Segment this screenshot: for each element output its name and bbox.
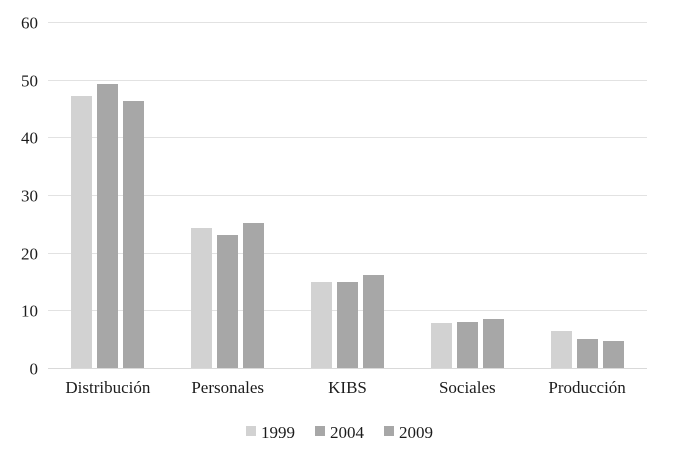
bar-groups bbox=[48, 22, 647, 368]
bar-1999 bbox=[191, 228, 213, 368]
legend-swatch-icon bbox=[246, 426, 256, 436]
bar-group-sociales bbox=[407, 22, 527, 368]
legend-item-2009: 2009 bbox=[384, 423, 433, 443]
bar-group-personales bbox=[168, 22, 288, 368]
bar-2009 bbox=[123, 101, 145, 368]
bar-2004 bbox=[217, 235, 239, 368]
bar-group-distribucion bbox=[48, 22, 168, 368]
x-category-label: Sociales bbox=[438, 378, 496, 397]
gridline bbox=[48, 195, 647, 196]
bar-group-kibs bbox=[288, 22, 408, 368]
gridline bbox=[48, 22, 647, 23]
bar-1999 bbox=[430, 323, 452, 368]
x-axis-line bbox=[48, 368, 647, 369]
y-tick-label: 50 bbox=[21, 71, 38, 91]
bar-1999 bbox=[71, 96, 93, 368]
gridline bbox=[48, 137, 647, 139]
x-category-label: Personales bbox=[191, 378, 265, 397]
bar-1999 bbox=[310, 281, 332, 368]
legend-swatch-icon bbox=[315, 426, 325, 436]
gridline bbox=[48, 252, 647, 254]
bar-2009 bbox=[602, 341, 624, 368]
legend-label: 1999 bbox=[261, 423, 295, 442]
y-tick-label: 60 bbox=[21, 13, 38, 33]
y-tick-label: 40 bbox=[21, 128, 38, 148]
bar-1999 bbox=[550, 331, 572, 368]
plot-area bbox=[48, 22, 647, 369]
legend-label: 2004 bbox=[330, 423, 364, 442]
y-tick-label: 20 bbox=[21, 244, 38, 264]
y-tick-label: 0 bbox=[29, 359, 39, 379]
bar-2009 bbox=[482, 318, 504, 368]
x-axis-labels: Distribución Personales KIBS Sociales Produc… bbox=[48, 378, 647, 398]
x-category-label: Producción bbox=[548, 378, 626, 397]
legend-label: 2009 bbox=[399, 423, 433, 442]
bar-group-produccion bbox=[527, 22, 647, 368]
bar-2004 bbox=[456, 321, 478, 368]
bar-2004 bbox=[576, 338, 598, 368]
legend-swatch-icon bbox=[384, 426, 394, 436]
bar-2009 bbox=[362, 275, 384, 368]
legend: 1999 2004 2009 bbox=[0, 423, 679, 443]
gridline bbox=[48, 79, 647, 81]
y-tick-label: 10 bbox=[21, 301, 38, 321]
x-category-label: Distribución bbox=[65, 378, 151, 397]
y-tick-label: 30 bbox=[21, 186, 38, 206]
legend-item-2004: 2004 bbox=[315, 423, 364, 443]
bar-2009 bbox=[243, 223, 265, 368]
bar-2004 bbox=[97, 83, 119, 368]
x-category-label: KIBS bbox=[328, 378, 367, 397]
legend-item-1999: 1999 bbox=[246, 423, 295, 443]
bar-2004 bbox=[336, 281, 358, 368]
